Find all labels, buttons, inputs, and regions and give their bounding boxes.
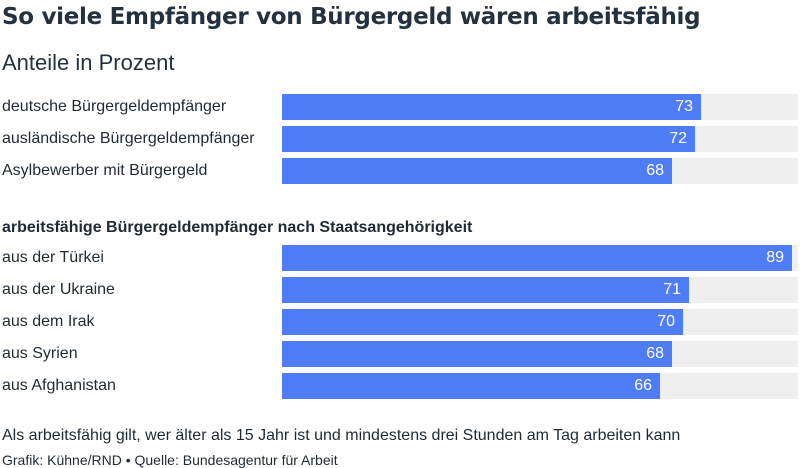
bar-track: 70 (282, 309, 798, 335)
bar: 71 (282, 277, 689, 303)
chart-subtitle: Anteile in Prozent (2, 50, 175, 75)
bar-track: 89 (282, 245, 798, 271)
bar-value-label: 89 (766, 249, 784, 266)
bar-row: aus der Ukraine 71 (0, 277, 800, 303)
bar: 70 (282, 309, 683, 335)
bar-track: 68 (282, 341, 798, 367)
bar-category-label: ausländische Bürgergeldempfänger (2, 130, 255, 147)
bar-category-label: deutsche Bürgergeldempfänger (2, 98, 227, 115)
footnote: Als arbeitsfähig gilt, wer älter als 15 … (2, 427, 681, 444)
bar-value-label: 68 (646, 345, 664, 362)
bar-row: aus Afghanistan 66 (0, 373, 800, 399)
bar-value-label: 71 (663, 281, 681, 298)
bar-value-label: 66 (634, 377, 652, 394)
bar-category-label: Asylbewerber mit Bürgergeld (2, 162, 208, 179)
bar-value-label: 72 (669, 130, 687, 147)
bar-row: ausländische Bürgergeldempfänger 72 (0, 126, 800, 152)
bar-track: 66 (282, 373, 798, 399)
chart-title: So viele Empfänger von Bürgergeld wären … (2, 4, 701, 30)
bar-track: 68 (282, 158, 798, 184)
bar-category-label: aus dem Irak (2, 313, 95, 330)
bar-category-label: aus der Türkei (2, 249, 104, 266)
bar-value-label: 68 (646, 162, 664, 179)
bar-track: 71 (282, 277, 798, 303)
bar: 72 (282, 126, 695, 152)
bar: 73 (282, 94, 701, 120)
bar-track: 73 (282, 94, 798, 120)
bar-category-label: aus Syrien (2, 345, 78, 362)
bar-row: deutsche Bürgergeldempfänger 73 (0, 94, 800, 120)
bar-row: aus Syrien 68 (0, 341, 800, 367)
bar-row: aus dem Irak 70 (0, 309, 800, 335)
bar: 68 (282, 341, 672, 367)
bar-category-label: aus der Ukraine (2, 281, 115, 298)
bar: 68 (282, 158, 672, 184)
source-credit: Grafik: Kühne/RND • Quelle: Bundesagentu… (2, 452, 338, 468)
bar-track: 72 (282, 126, 798, 152)
bar-value-label: 70 (657, 313, 675, 330)
bar: 89 (282, 245, 792, 271)
section-heading: arbeitsfähige Bürgergeldempfänger nach S… (2, 219, 473, 236)
bar-value-label: 73 (675, 98, 693, 115)
bar-category-label: aus Afghanistan (2, 377, 116, 394)
bar: 66 (282, 373, 660, 399)
bar-row: Asylbewerber mit Bürgergeld 68 (0, 158, 800, 184)
bar-row: aus der Türkei 89 (0, 245, 800, 271)
